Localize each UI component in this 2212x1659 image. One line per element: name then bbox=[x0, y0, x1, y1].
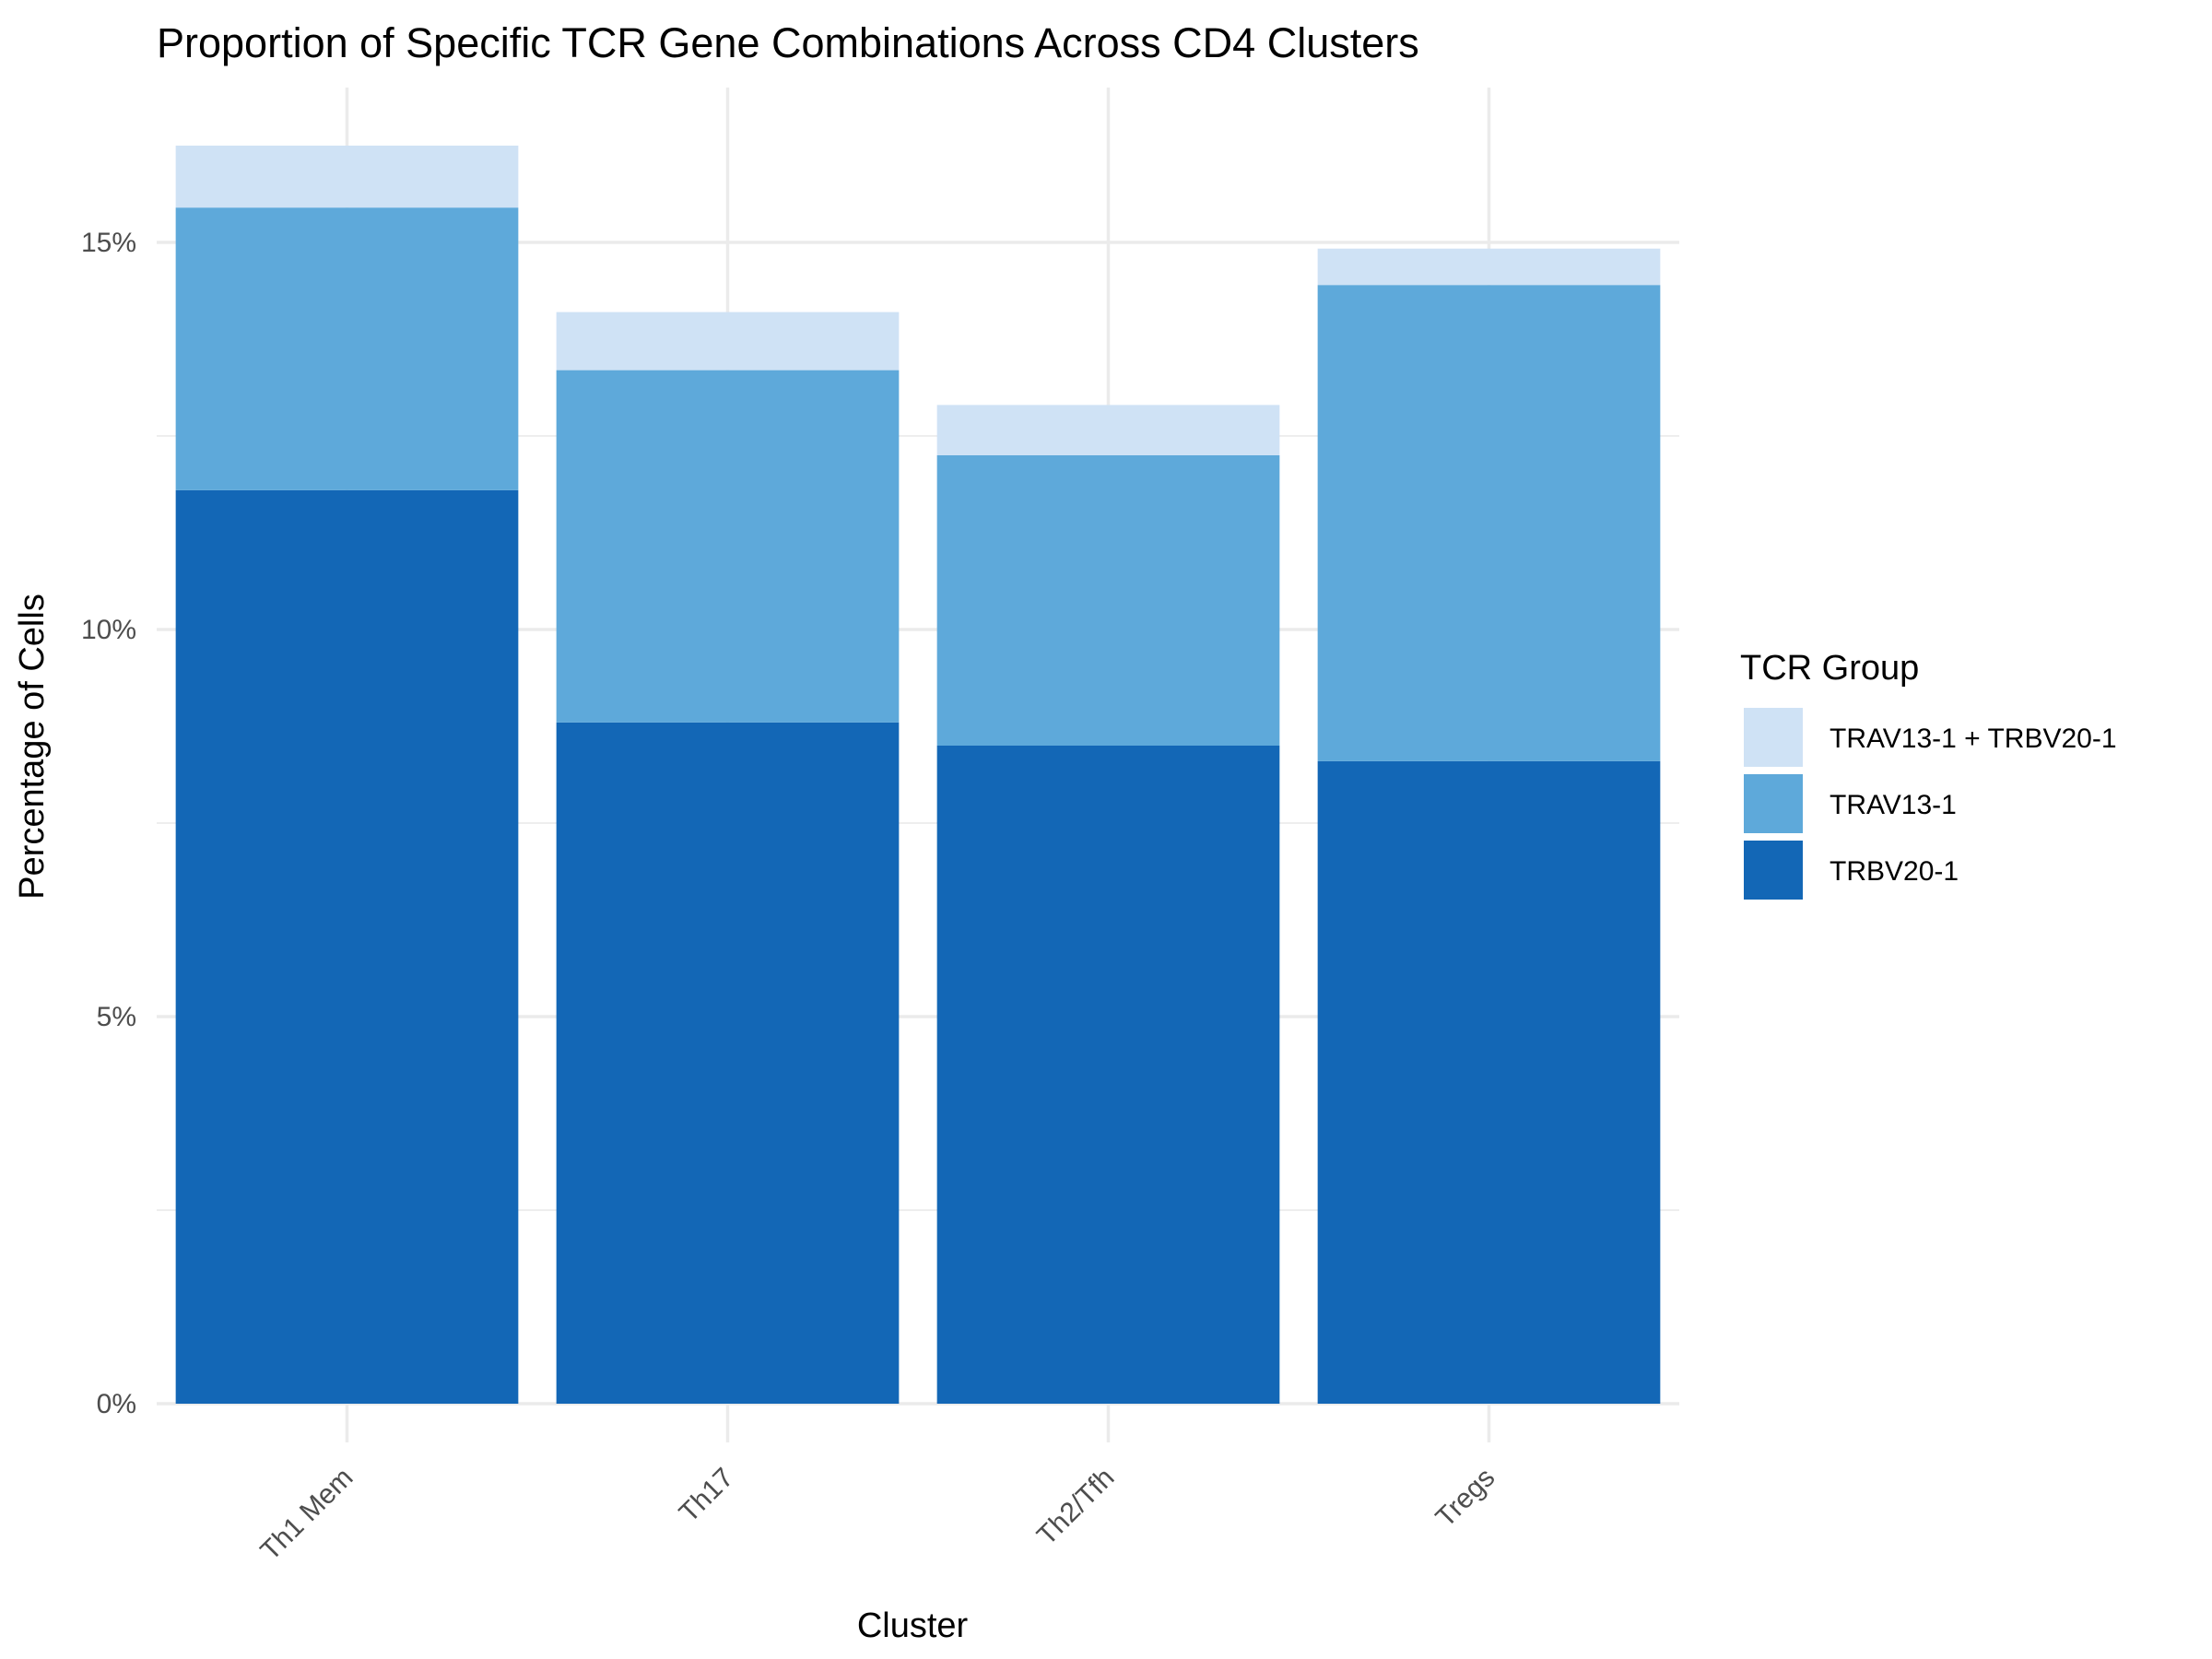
legend-swatch bbox=[1744, 841, 1803, 900]
bar-segment bbox=[175, 146, 519, 208]
x-axis-ticks: Th1 Mem Th17 Th2/Tfh Tregs bbox=[255, 1463, 1501, 1567]
bar-segment bbox=[556, 370, 900, 723]
x-tick-label: Th2/Tfh bbox=[1031, 1463, 1120, 1551]
legend: TCR Group TRAV13-1 + TRBV20-1 TRAV13-1 TRB… bbox=[1740, 649, 2117, 900]
legend-label: TRAV13-1 + TRBV20-1 bbox=[1830, 724, 2117, 754]
bar-segment bbox=[936, 746, 1280, 1404]
x-tick-label: Th17 bbox=[674, 1463, 740, 1529]
legend-title: TCR Group bbox=[1740, 649, 1919, 688]
legend-label: TRBV20-1 bbox=[1830, 856, 1959, 887]
x-tick-label: Th1 Mem bbox=[255, 1463, 359, 1567]
x-axis-title: Cluster bbox=[857, 1606, 969, 1645]
legend-label: TRAV13-1 bbox=[1830, 790, 1957, 820]
x-tick-label: Tregs bbox=[1430, 1463, 1501, 1534]
bar-segment bbox=[556, 722, 900, 1404]
bar-segment bbox=[1317, 285, 1661, 761]
y-tick-label: 15% bbox=[81, 228, 136, 258]
bar-segment bbox=[1317, 760, 1661, 1404]
y-tick-label: 10% bbox=[81, 615, 136, 645]
y-tick-label: 0% bbox=[97, 1389, 136, 1419]
bar-segment bbox=[936, 405, 1280, 455]
y-axis-title: Percentage of Cells bbox=[13, 594, 52, 900]
chart-title: Proportion of Specific TCR Gene Combinat… bbox=[157, 19, 1419, 66]
legend-swatch bbox=[1744, 708, 1803, 767]
bar-segment bbox=[175, 207, 519, 490]
y-tick-label: 5% bbox=[97, 1002, 136, 1032]
bar-segment bbox=[936, 455, 1280, 746]
bar-segment bbox=[175, 489, 519, 1404]
bar-segment bbox=[556, 312, 900, 371]
bars bbox=[175, 146, 1661, 1404]
legend-swatch bbox=[1744, 774, 1803, 833]
y-axis-ticks: 0% 5% 10% 15% bbox=[81, 228, 136, 1419]
bar-segment bbox=[1317, 248, 1661, 286]
